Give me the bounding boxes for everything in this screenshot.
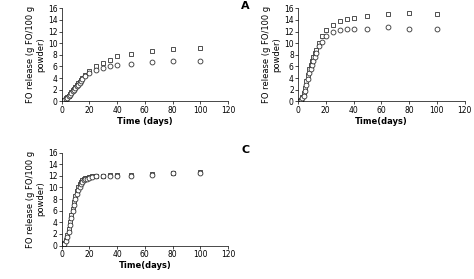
X-axis label: Time (days): Time (days): [117, 117, 173, 126]
Y-axis label: FO release (g FO/100 g
powder): FO release (g FO/100 g powder): [262, 6, 282, 104]
Text: C: C: [241, 145, 249, 155]
Y-axis label: FO release (g FO/100 g
powder): FO release (g FO/100 g powder): [26, 150, 45, 247]
Text: A: A: [241, 1, 250, 11]
X-axis label: Time(days): Time(days): [355, 117, 408, 126]
Y-axis label: FO release (g FO/100 g
powder): FO release (g FO/100 g powder): [26, 6, 45, 104]
X-axis label: Time(days): Time(days): [118, 261, 171, 270]
